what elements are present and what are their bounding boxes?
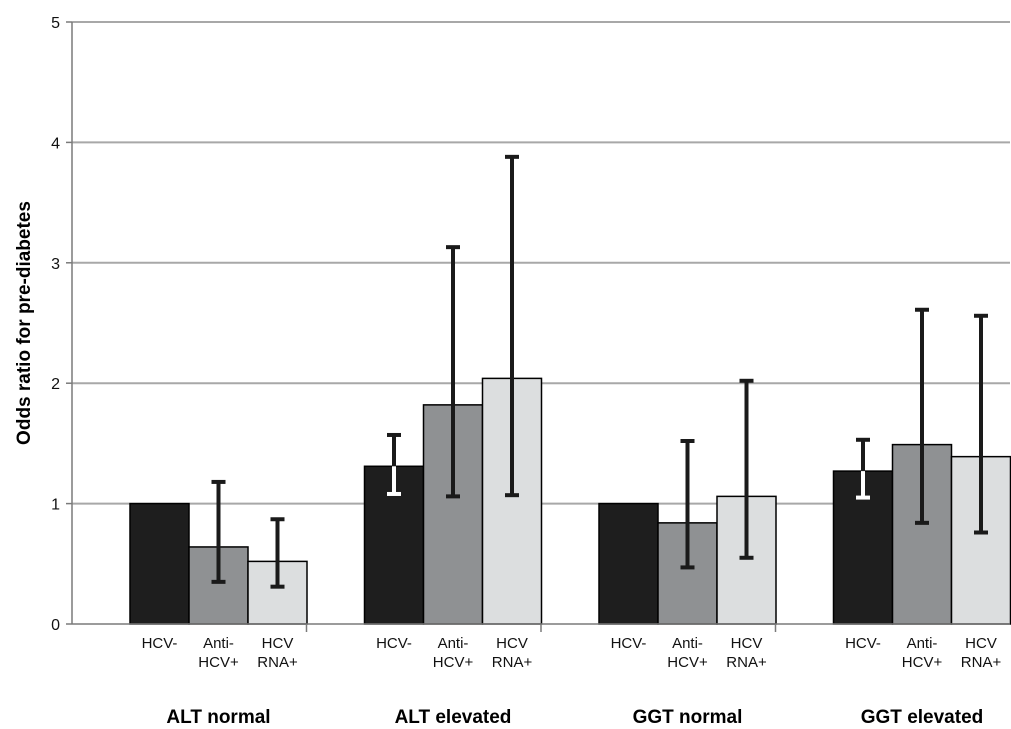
bar-category-label: HCV+ xyxy=(433,654,474,671)
error-bar xyxy=(505,154,519,498)
bar-category-label: Anti- xyxy=(672,635,703,652)
y-tick-label: 1 xyxy=(51,497,60,514)
bar-category-label: HCV- xyxy=(611,635,647,652)
error-bar xyxy=(211,479,226,584)
bar-category-label: RNA+ xyxy=(492,654,533,671)
bar-category-label: HCV xyxy=(496,635,528,652)
y-tick-label: 5 xyxy=(51,15,60,32)
bar-category-label: Anti- xyxy=(907,635,938,652)
axes: 0 1 2 3 4 5 xyxy=(51,15,1010,634)
bar-category-label: Anti- xyxy=(438,635,469,652)
group-label: GGT normal xyxy=(633,707,743,728)
error-bar xyxy=(680,438,695,570)
error-bar xyxy=(856,437,870,500)
bar-category-label: RNA+ xyxy=(726,654,767,671)
error-bar xyxy=(387,432,401,496)
y-tick-label: 2 xyxy=(51,376,60,393)
error-bar xyxy=(270,517,285,589)
group-label: GGT elevated xyxy=(861,707,984,728)
bar-category-label: RNA+ xyxy=(257,654,298,671)
y-tick-label: 4 xyxy=(51,135,60,152)
group-label: ALT normal xyxy=(166,707,270,728)
bar xyxy=(598,502,659,625)
error-bars xyxy=(211,154,988,589)
bar-category-label: RNA+ xyxy=(961,654,1002,671)
bars xyxy=(129,377,1011,625)
group-label: ALT elevated xyxy=(395,707,512,728)
bar xyxy=(129,502,190,625)
bar-category-label: HCV- xyxy=(142,635,178,652)
error-bar xyxy=(739,378,754,560)
bar-category-label: Anti- xyxy=(203,635,234,652)
bar-category-label: HCV xyxy=(965,635,997,652)
bar-category-label: HCV- xyxy=(376,635,412,652)
bar-category-label: HCV+ xyxy=(667,654,708,671)
bar-category-label: HCV+ xyxy=(902,654,943,671)
bar-category-label: HCV xyxy=(262,635,294,652)
bar-category-label: HCV+ xyxy=(198,654,239,671)
error-bar xyxy=(974,313,988,535)
category-labels: HCV- Anti- HCV+ HCV RNA+ ALT normal HCV- Anti- H… xyxy=(142,635,1002,728)
bar-category-label: HCV xyxy=(731,635,763,652)
y-tick-label: 0 xyxy=(51,617,60,634)
y-tick-label: 3 xyxy=(51,256,60,273)
y-axis-title: Odds ratio for pre-diabetes xyxy=(14,201,35,445)
bar-category-label: HCV- xyxy=(845,635,881,652)
error-bar xyxy=(915,307,929,525)
error-bar xyxy=(446,245,460,499)
